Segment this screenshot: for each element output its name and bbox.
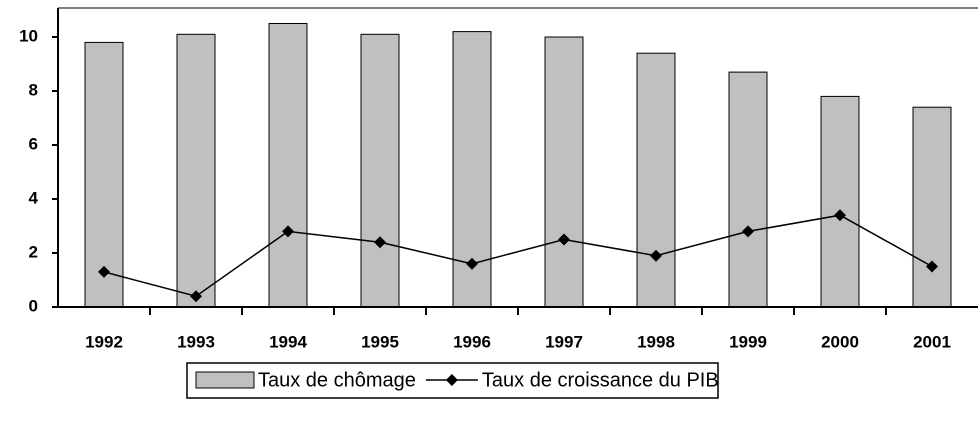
bar [360, 33, 400, 308]
bar [636, 52, 676, 308]
x-tick-label: 1999 [729, 332, 767, 351]
x-tick-label: 2000 [821, 332, 859, 351]
bar [176, 33, 216, 308]
line [103, 214, 933, 298]
legend-label: Taux de croissance du PIB [482, 369, 719, 391]
x-tick-label: 1998 [637, 332, 675, 351]
y-tick-label: 10 [19, 26, 38, 45]
legend-label: Taux de chômage [258, 369, 416, 391]
bar [912, 106, 952, 308]
x-tick-label: 1997 [545, 332, 583, 351]
x-tick-label: 1995 [361, 332, 399, 351]
legend-swatch [195, 371, 255, 389]
y-tick-label: 0 [29, 296, 38, 315]
marker [650, 249, 662, 262]
marker [466, 257, 478, 270]
y-tick-label: 2 [29, 242, 38, 261]
x-tick-label: 1994 [269, 332, 307, 351]
x-tick-label: 1993 [177, 332, 215, 351]
x-tick-label: 2001 [913, 332, 951, 351]
marker [98, 265, 110, 278]
legend-marker [445, 374, 458, 386]
marker [926, 260, 938, 273]
bar [268, 23, 308, 308]
marker [282, 225, 294, 238]
x-tick-label: 1996 [453, 332, 491, 351]
bar [728, 71, 768, 308]
x-tick-label: 1992 [85, 332, 123, 351]
marker [834, 209, 846, 222]
bar [544, 36, 584, 308]
marker [190, 290, 202, 303]
y-tick-label: 4 [29, 188, 39, 207]
bar [820, 95, 860, 308]
y-tick-label: 8 [29, 80, 38, 99]
legend-box [186, 362, 719, 399]
marker [742, 225, 754, 238]
marker [374, 236, 386, 249]
y-tick-label: 6 [29, 134, 38, 153]
marker [558, 233, 570, 246]
